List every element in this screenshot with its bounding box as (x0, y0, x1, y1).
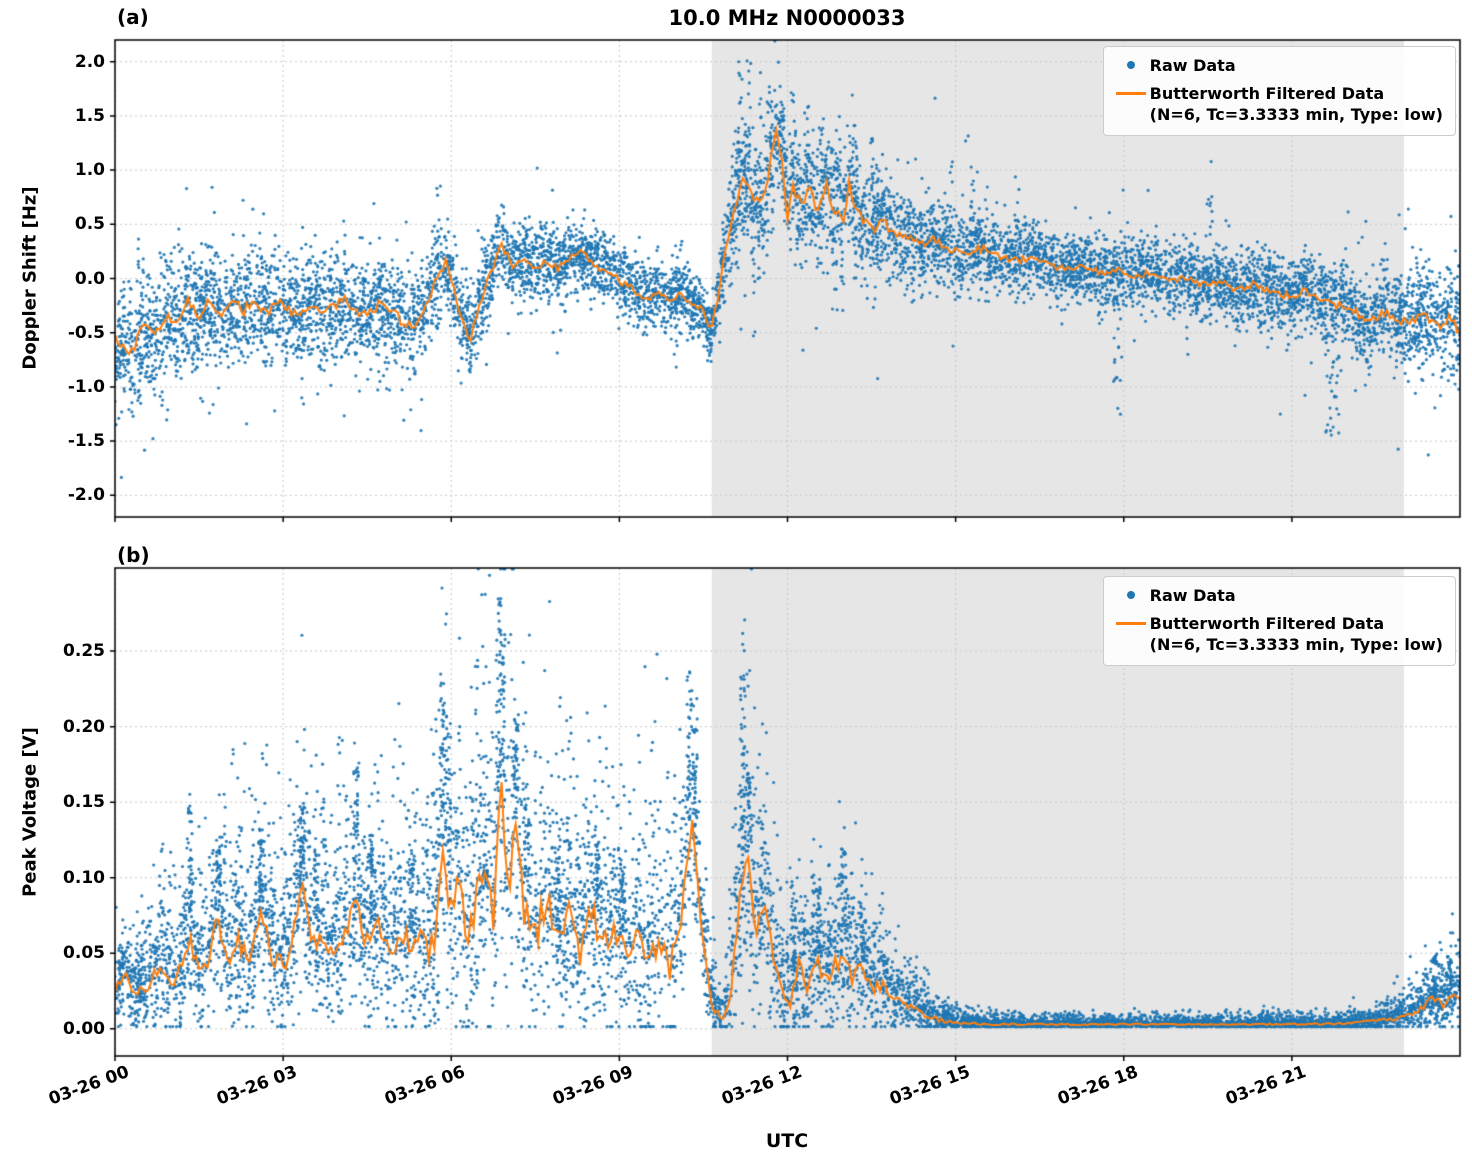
filtered-marker-col (1112, 613, 1150, 625)
y-tick-label: -1.0 (67, 376, 105, 397)
panel-b-legend: Raw Data Butterworth Filtered Data (N=6,… (1102, 576, 1456, 666)
y-tick-label: 1.5 (74, 105, 105, 126)
legend-filtered-params: (N=6, Tc=3.3333 min, Type: low) (1149, 635, 1443, 655)
legend-filtered-label: Butterworth Filtered Data (N=6, Tc=3.333… (1150, 83, 1443, 126)
filtered-line-icon (1115, 91, 1146, 95)
y-tick-label: 0.10 (63, 867, 105, 888)
panel-a-label: (a) (117, 5, 149, 29)
y-tick-label: 2.0 (74, 51, 105, 72)
filtered-marker-col (1112, 83, 1150, 95)
y-tick-label: 1.0 (74, 160, 105, 181)
y-tick-label: 0.0 (74, 268, 105, 289)
raw-data-marker-col (1112, 585, 1150, 599)
panel-b-y-axis-label: Peak Voltage [V] (19, 727, 41, 897)
panel-a-y-axis-label: Doppler Shift [Hz] (19, 186, 41, 370)
y-tick-label: 0.5 (74, 214, 105, 235)
legend-filtered-name: Butterworth Filtered Data (1149, 83, 1385, 103)
y-tick-label: -0.5 (67, 322, 105, 343)
raw-data-marker-col (1112, 55, 1150, 69)
legend-entry-filtered-data: Butterworth Filtered Data (N=6, Tc=3.333… (1112, 613, 1443, 656)
y-tick-label: 0.05 (63, 943, 105, 964)
panel-a-legend: Raw Data Butterworth Filtered Data (N=6,… (1102, 46, 1456, 136)
filtered-line-icon (1115, 621, 1146, 625)
legend-entry-raw-data: Raw Data (1112, 585, 1443, 607)
panel-b-label: (b) (117, 543, 150, 567)
legend-raw-data-label: Raw Data (1149, 586, 1236, 605)
legend-filtered-params: (N=6, Tc=3.3333 min, Type: low) (1149, 105, 1443, 125)
raw-data-dot-icon (1126, 61, 1135, 69)
legend-entry-filtered-data: Butterworth Filtered Data (N=6, Tc=3.333… (1112, 83, 1443, 126)
figure-title: 10.0 MHz N0000033 (668, 6, 906, 30)
raw-data-dot-icon (1126, 591, 1135, 599)
y-tick-label: 0.15 (63, 792, 105, 813)
y-tick-label: 0.00 (63, 1018, 105, 1039)
y-tick-label: -2.0 (67, 485, 105, 506)
legend-entry-raw-data: Raw Data (1112, 55, 1443, 77)
y-tick-label: -1.5 (67, 431, 105, 452)
legend-filtered-label: Butterworth Filtered Data (N=6, Tc=3.333… (1150, 613, 1443, 656)
x-axis-label: UTC (765, 1130, 809, 1152)
y-tick-label: 0.25 (63, 641, 105, 662)
legend-filtered-name: Butterworth Filtered Data (1149, 613, 1385, 633)
y-tick-label: 0.20 (63, 716, 105, 737)
legend-raw-data-label: Raw Data (1149, 56, 1236, 75)
